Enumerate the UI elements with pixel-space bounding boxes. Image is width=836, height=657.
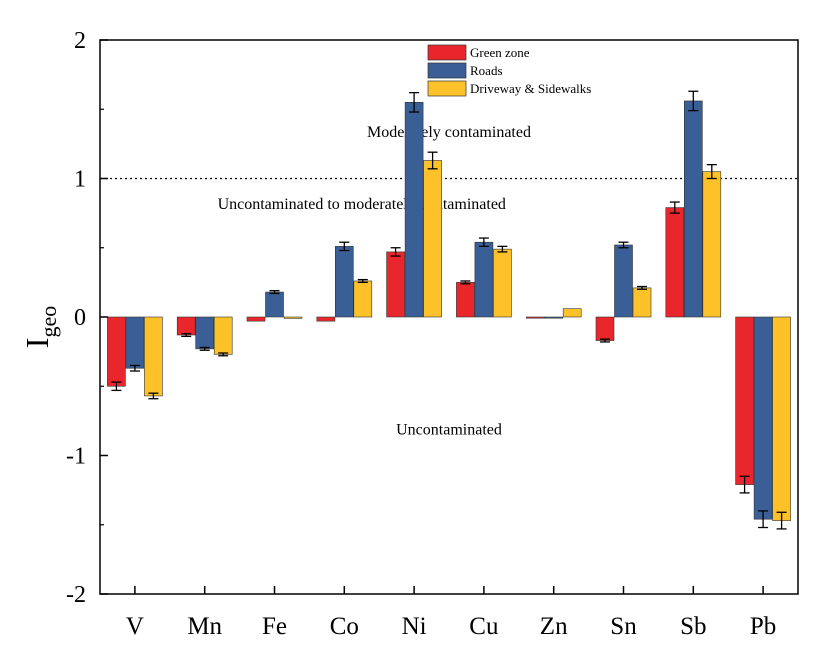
bar-zn-0 [525,316,545,319]
bar-fe-1 [265,291,284,318]
x-tick-label-mn: Mn [187,613,222,640]
bar-zn-2 [562,308,582,318]
legend-swatch-1 [427,62,467,79]
bar-v-0 [107,316,126,387]
error-bar-ni-1 [409,91,420,113]
error-bar-co-1 [339,241,350,252]
x-tick-label-co: Co [330,613,359,640]
bar-sn-2 [632,287,652,318]
annotation-0: Moderately contaminated [367,124,531,141]
x-tick-label-sb: Sb [680,613,706,640]
bar-pb-0 [735,316,754,485]
bar-sb-1 [683,100,703,318]
error-bar-cu-2 [497,245,508,253]
error-bar-co-2 [357,278,368,284]
bar-co-2 [353,280,373,318]
bar-mn-2 [213,316,233,355]
x-tick-label-zn: Zn [540,613,568,640]
error-bar-v-0 [111,381,122,392]
error-bar-pb-0 [739,475,750,494]
x-tick-label-ni: Ni [402,613,427,640]
x-tick-label-v: V [126,613,144,640]
error-bar-sb-0 [669,201,680,214]
error-bar-pb-1 [758,510,769,529]
legend-swatch-2 [427,80,467,97]
error-bar-v-1 [129,364,140,372]
x-tick-label-cu: Cu [469,613,499,640]
bar-pb-2 [772,316,791,521]
annotation-1: Uncontaminated to moderately contaminate… [218,196,506,213]
y-tick-label: 1 [74,167,86,193]
bar-co-0 [316,316,336,322]
legend-label-2: Driveway & Sidewalks [470,81,591,96]
error-bar-sb-1 [688,90,699,112]
error-bar-sb-2 [706,163,717,180]
bar-mn-0 [176,316,196,336]
error-bar-mn-0 [181,332,192,338]
error-bar-sn-0 [600,338,610,343]
bars [107,100,791,521]
bar-pb-1 [753,316,773,520]
bar-sb-2 [702,171,722,318]
bar-cu-0 [456,282,475,318]
bar-v-1 [125,316,145,369]
bar-cu-1 [474,241,494,318]
y-tick-label: 2 [74,28,86,54]
error-bar-mn-2 [218,352,229,357]
error-bar-pb-2 [776,511,787,530]
error-bar-sn-2 [637,285,647,290]
bar-zn-1 [544,316,564,319]
y-tick-label: 0 [74,305,86,331]
legend-label-1: Roads [470,63,503,78]
y-tick-label: -1 [66,444,86,470]
bar-fe-2 [283,316,303,319]
axes: 2 1 0 -1 -2 V Mn Fe Co Ni Cu Zn Sn Sb Pb [66,28,799,640]
x-tick-label-pb: Pb [750,613,776,640]
x-tick-label-fe: Fe [262,613,287,640]
bar-sb-0 [665,207,685,318]
error-bar-fe-1 [269,290,280,295]
error-bar-cu-1 [478,237,489,248]
bar-fe-0 [246,316,266,322]
bar-mn-1 [195,316,214,350]
bar-ni-1 [404,102,424,318]
bar-sn-1 [614,244,633,318]
legend-swatch-0 [427,44,467,61]
bar-ni-0 [386,251,405,318]
y-axis-label: Igeo [19,306,61,348]
bar-sn-0 [595,316,615,341]
bar-ni-2 [423,160,442,318]
error-bar-mn-1 [199,346,210,351]
annotation-2: Uncontaminated [396,422,502,439]
error-bar-sn-1 [618,241,629,249]
legend-label-0: Green zone [470,45,530,60]
x-tick-label-sn: Sn [610,613,637,640]
legend: Green zone Roads Driveway & Sidewalks [427,44,591,97]
error-bar-ni-2 [427,151,438,170]
bar-co-1 [334,246,354,318]
y-axis-label-main: I [19,338,55,349]
y-axis-label-subscript: geo [36,306,61,338]
error-bar-v-2 [148,392,159,400]
bar-v-2 [144,316,163,397]
error-bar-ni-0 [390,247,401,257]
y-tick-label: -2 [66,582,86,608]
error-bar-cu-0 [460,280,471,285]
error-bars [111,90,787,530]
bar-cu-2 [493,248,512,318]
